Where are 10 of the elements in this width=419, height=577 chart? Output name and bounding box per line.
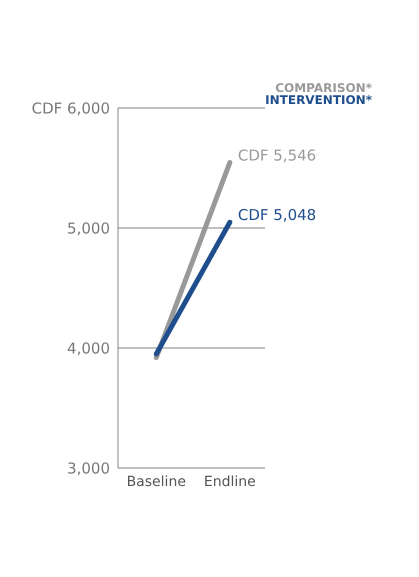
data-label: CDF 5,546 [238,146,316,164]
data-label: CDF 5,048 [238,206,316,224]
text: INTERVENTION* [265,93,372,107]
text: COMPARISON* [274,81,372,95]
y-tick-label: CDF 6,000 [32,99,110,118]
x-tick-label: Endline [204,474,256,490]
y-tick-label: 5,000 [67,219,110,238]
x-tick-label: Baseline [126,474,186,490]
y-tick-label: 3,000 [67,459,110,478]
y-tick-label: 4,000 [67,339,110,358]
